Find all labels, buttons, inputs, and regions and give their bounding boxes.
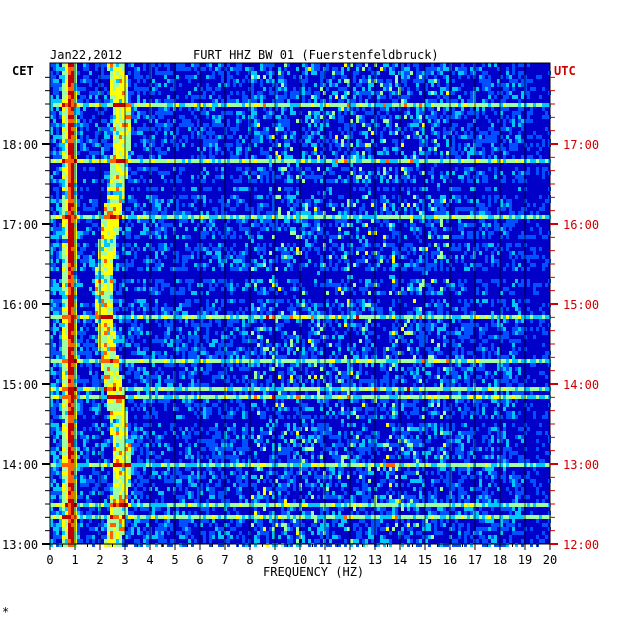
- y-tick-label-utc: 17:00: [563, 138, 599, 152]
- frequency-gridlines: [74, 63, 526, 544]
- x-tick-label-18: 18: [493, 553, 507, 567]
- x-tick-label-17: 17: [468, 553, 482, 567]
- y-tick-label-cet: 14:00: [2, 458, 38, 472]
- x-axis-ticks: 0 1 2 3 4 5 6 7 8 9 10 11 12 13 14 15 16 17 18 19 20: [46, 544, 557, 567]
- y-tick-label-utc: 15:00: [563, 298, 599, 312]
- cet-label: CET: [12, 64, 34, 78]
- y-tick-label-utc: 12:00: [563, 538, 599, 552]
- x-tick-label-10: 10: [293, 553, 307, 567]
- x-tick-label-16: 16: [443, 553, 457, 567]
- y-tick-label-cet: 18:00: [2, 138, 38, 152]
- x-tick-label-14: 14: [393, 553, 407, 567]
- y-tick-label-utc: 14:00: [563, 378, 599, 392]
- footnote-mark: *: [2, 605, 9, 619]
- y-tick-label-utc: 13:00: [563, 458, 599, 472]
- x-tick-label-12: 12: [343, 553, 357, 567]
- station-title: FURT HHZ BW 01 (Fuerstenfeldbruck): [193, 48, 439, 62]
- x-axis-label: FREQUENCY (HZ): [263, 565, 364, 579]
- x-tick-label-8: 8: [246, 553, 253, 567]
- utc-label: UTC: [554, 64, 576, 78]
- x-tick-label-5: 5: [171, 553, 178, 567]
- x-tick-label-9: 9: [271, 553, 278, 567]
- y-tick-label-cet: 13:00: [2, 538, 38, 552]
- x-tick-label-7: 7: [221, 553, 228, 567]
- x-tick-label-2: 2: [96, 553, 103, 567]
- y-axis-ticks: 18:00 17:00 17:00 16:00 16:00 15:00 15:00 14:00…: [2, 76, 599, 552]
- date-label: Jan22,2012: [50, 48, 122, 62]
- x-tick-label-20: 20: [543, 553, 557, 567]
- x-tick-label-6: 6: [196, 553, 203, 567]
- x-tick-label-19: 19: [518, 553, 532, 567]
- x-tick-label-0: 0: [46, 553, 53, 567]
- x-tick-label-1: 1: [71, 553, 78, 567]
- y-tick-label-utc: 16:00: [563, 218, 599, 232]
- x-tick-label-13: 13: [368, 553, 382, 567]
- x-tick-label-11: 11: [318, 553, 332, 567]
- y-tick-label-cet: 17:00: [2, 218, 38, 232]
- y-tick-label-cet: 15:00: [2, 378, 38, 392]
- x-tick-label-4: 4: [146, 553, 153, 567]
- x-tick-label-15: 15: [418, 553, 432, 567]
- x-tick-label-3: 3: [121, 553, 128, 567]
- y-tick-label-cet: 16:00: [2, 298, 38, 312]
